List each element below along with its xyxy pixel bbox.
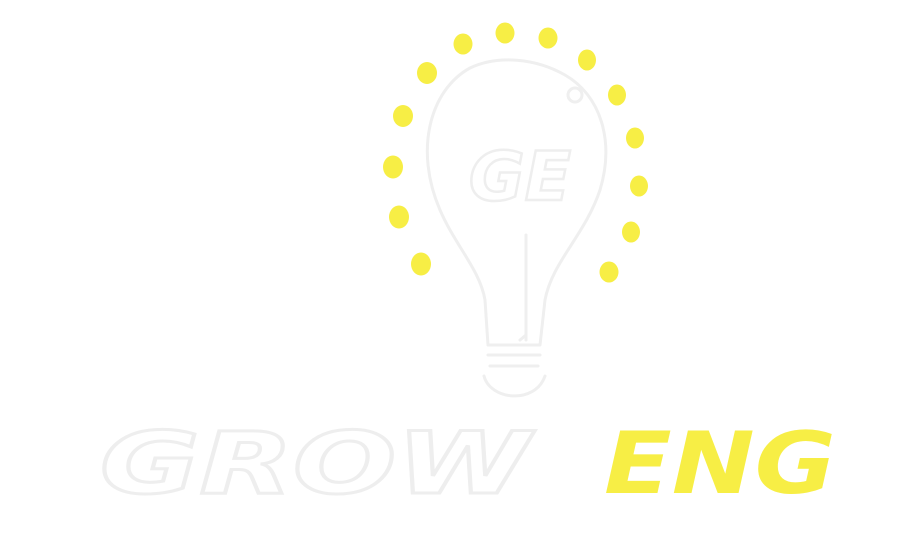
ray-dot [393,105,413,127]
wordmark: GROW ENG [99,413,837,516]
ray-dot [622,221,640,243]
ray-dot [417,62,437,84]
lightbulb-icon [425,58,608,398]
ray-dot [538,27,558,49]
ray-dot [453,33,473,55]
light-rays [383,22,648,283]
wordmark-grow: GROW [100,414,536,514]
monogram-text: GE [469,138,571,217]
ray-dot [626,127,644,149]
ray-dot [578,49,596,71]
ray-dot [411,252,431,276]
ray-dot [383,155,403,179]
ray-dot [389,205,409,229]
ray-dot [630,175,648,197]
ray-dot [599,261,619,283]
ray-dot [495,22,515,44]
monogram: GE [468,137,573,219]
wordmark-eng: ENG [604,414,836,514]
ray-dot [608,84,626,106]
